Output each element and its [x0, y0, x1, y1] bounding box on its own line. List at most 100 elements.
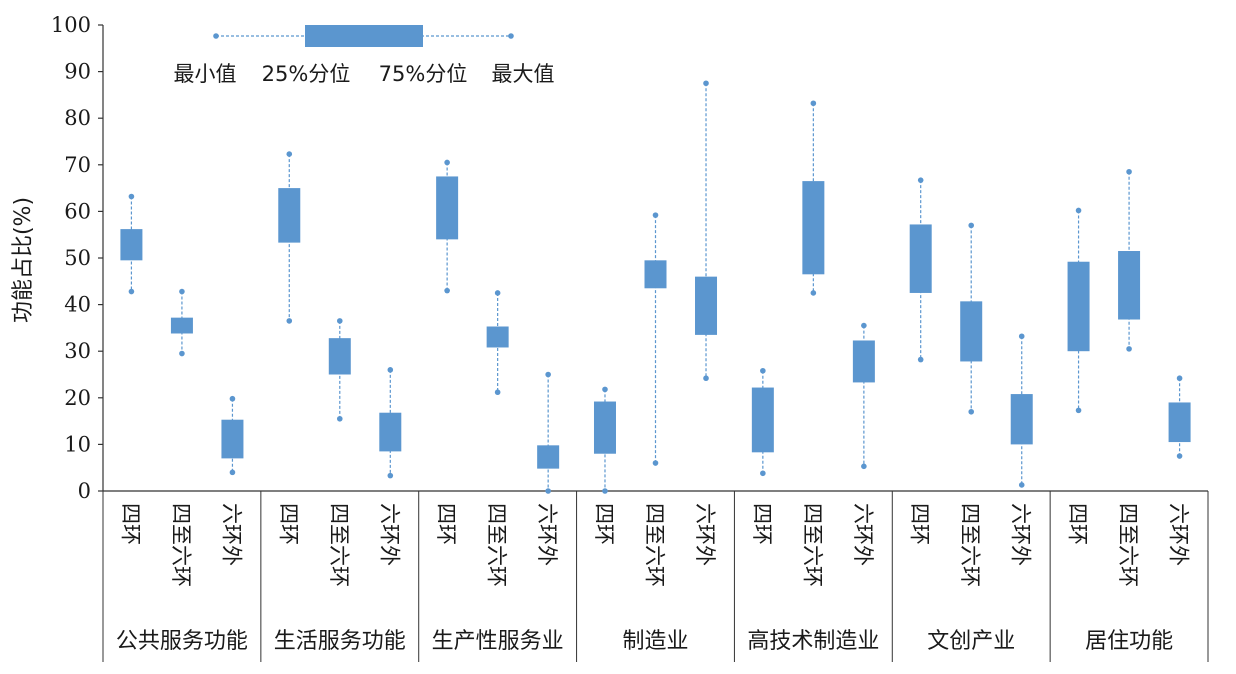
min-point: [444, 287, 450, 294]
box-0-0: [120, 193, 143, 295]
legend-label: 25%分位: [262, 62, 351, 86]
box-iqr: [120, 229, 143, 261]
max-point: [760, 367, 766, 374]
y-tick-label: 40: [64, 293, 91, 317]
legend: 最小值 25%分位 75%分位 最大值: [174, 25, 555, 86]
legend-box: [305, 25, 423, 47]
category-label: 四至六环: [800, 503, 824, 587]
legend-max-point: [508, 33, 514, 39]
max-point: [179, 288, 185, 295]
min-point: [1126, 346, 1132, 352]
box-iqr: [751, 387, 774, 453]
group-label: 制造业: [622, 629, 688, 654]
group-label: 居住功能: [1085, 629, 1173, 654]
box-iqr: [1118, 251, 1141, 320]
category-label: 六环外: [1009, 503, 1033, 566]
category-label: 六环外: [219, 503, 243, 566]
category-label: 四至六环: [485, 503, 509, 587]
group-label: 高技术制造业: [747, 629, 879, 654]
legend-min-point: [213, 33, 219, 39]
box-1-1: [328, 318, 351, 422]
box-iqr: [278, 188, 301, 243]
box-iqr: [170, 317, 193, 334]
y-tick-label: 20: [64, 386, 91, 410]
plot-area: [120, 80, 1191, 494]
category-label: 四环: [1066, 503, 1090, 545]
box-2-1: [486, 290, 509, 396]
min-point: [286, 318, 293, 324]
min-point: [179, 350, 185, 357]
min-point: [602, 488, 608, 494]
box-6-2: [1168, 375, 1191, 459]
group-label: 公共服务功能: [116, 629, 248, 654]
max-point: [444, 159, 450, 166]
box-iqr: [644, 260, 667, 289]
box-iqr: [436, 176, 459, 240]
min-point: [703, 375, 709, 382]
category-label: 六环外: [851, 503, 875, 566]
category-label: 六环外: [535, 503, 559, 566]
max-point: [917, 177, 924, 183]
box-iqr: [852, 340, 875, 383]
legend-label: 75%分位: [379, 62, 468, 86]
min-point: [1018, 482, 1025, 488]
box-1-0: [278, 151, 301, 324]
group-label: 生产性服务业: [432, 629, 564, 654]
box-iqr: [486, 326, 509, 348]
box-0-2: [221, 395, 244, 476]
box-iqr: [909, 224, 932, 293]
max-point: [336, 318, 343, 324]
box-iqr: [1168, 402, 1191, 443]
box-4-2: [852, 322, 875, 470]
max-point: [128, 193, 135, 200]
max-point: [1075, 207, 1082, 214]
category-label: 四至六环: [1116, 503, 1140, 587]
box-6-1: [1118, 168, 1141, 352]
category-label: 四至六环: [643, 503, 667, 587]
max-point: [652, 212, 659, 218]
max-point: [1176, 375, 1183, 382]
box-3-1: [644, 212, 667, 466]
min-point: [652, 460, 659, 466]
min-point: [760, 470, 766, 477]
y-tick-label: 0: [78, 479, 91, 503]
box-5-0: [909, 177, 932, 363]
max-point: [602, 386, 608, 393]
box-2-0: [436, 159, 459, 294]
box-iqr: [537, 445, 560, 469]
y-tick-label: 50: [64, 246, 91, 270]
box-6-0: [1067, 207, 1090, 414]
y-tick-label: 90: [64, 60, 91, 84]
category-label: 四环: [118, 503, 142, 545]
box-5-2: [1010, 333, 1033, 488]
max-point: [703, 80, 709, 87]
box-iqr: [1010, 394, 1033, 445]
min-point: [917, 356, 924, 363]
y-tick-label: 10: [64, 432, 91, 456]
y-tick-label: 60: [64, 199, 91, 223]
min-point: [336, 415, 343, 422]
box-iqr: [328, 338, 351, 375]
category-label: 四环: [908, 503, 932, 545]
min-point: [229, 469, 236, 476]
box-iqr: [1067, 261, 1090, 352]
box-iqr: [695, 276, 718, 335]
legend-label: 最大值: [492, 62, 555, 86]
category-label: 四环: [434, 503, 458, 545]
max-point: [387, 367, 394, 373]
min-point: [128, 288, 135, 295]
y-tick-label: 70: [64, 153, 91, 177]
y-axis: 0 10 20 30 40 50 60 70 80 90 100: [51, 13, 104, 503]
min-point: [387, 472, 394, 479]
max-point: [494, 290, 501, 296]
y-tick-label: 30: [64, 339, 91, 363]
box-1-2: [379, 367, 402, 479]
max-point: [968, 222, 975, 229]
box-0-1: [170, 288, 193, 357]
min-point: [494, 389, 501, 396]
box-iqr: [593, 401, 616, 454]
group-label: 生活服务功能: [274, 629, 406, 654]
min-point: [861, 463, 867, 470]
